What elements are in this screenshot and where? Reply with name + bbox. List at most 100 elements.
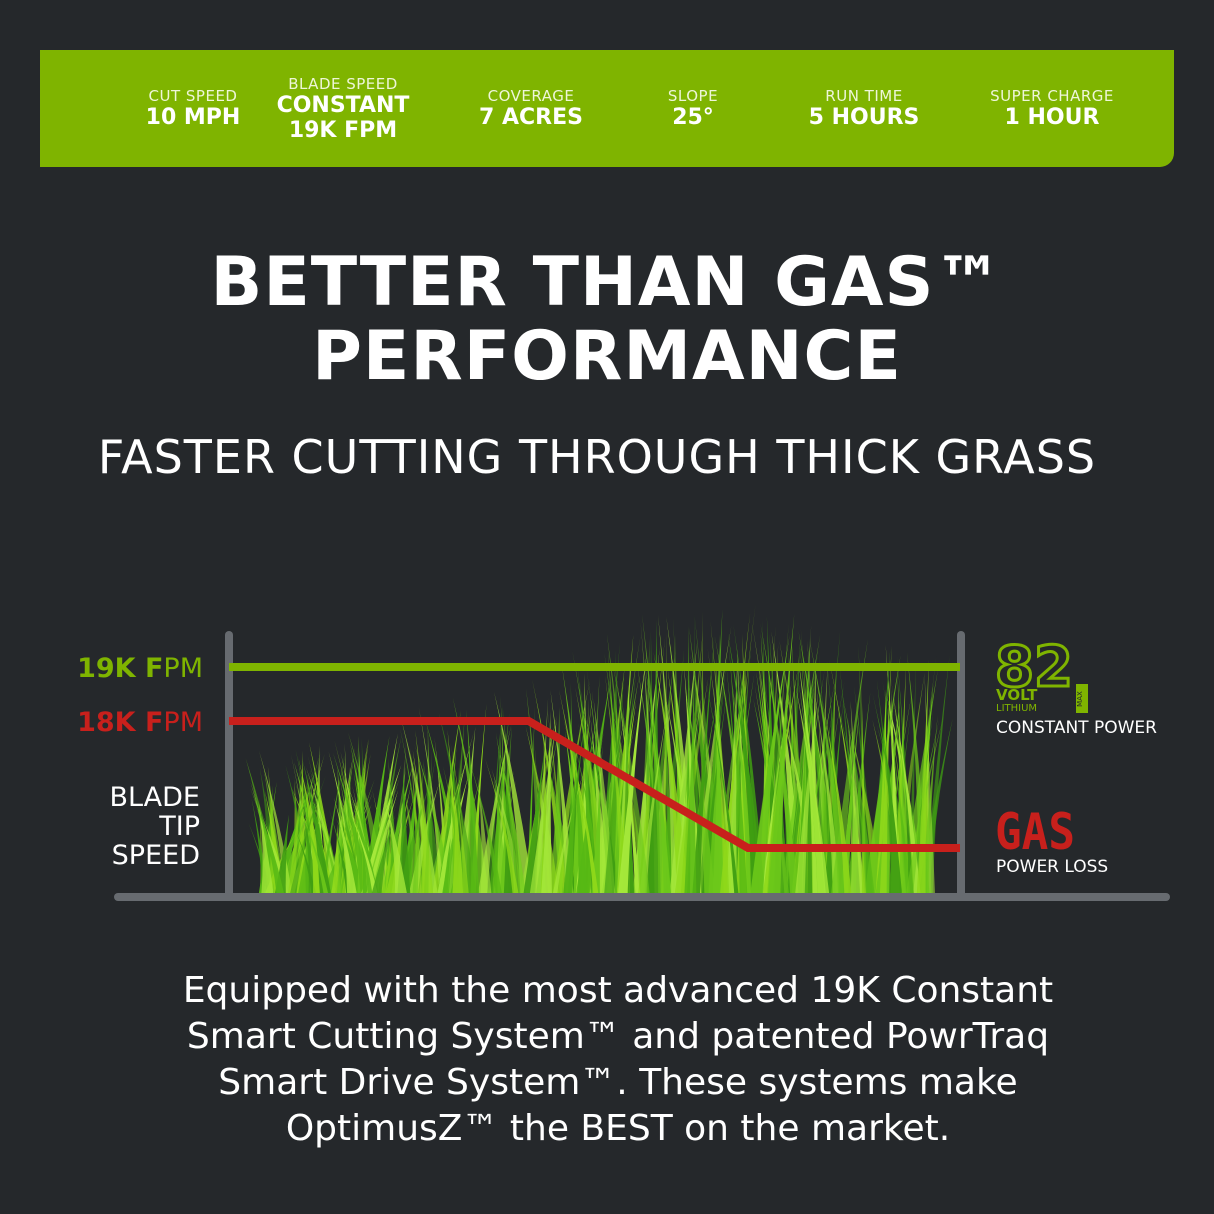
- grass-blade: [562, 744, 579, 896]
- grass-blade: [484, 758, 519, 896]
- y-tick-label-rest: PM: [163, 707, 203, 738]
- grass-blade: [767, 623, 789, 896]
- headline: BETTER THAN GAS™ PERFORMANCE: [0, 246, 1214, 394]
- grass-blade: [653, 651, 690, 896]
- spec-run-time: RUN TIME 5 HOURS: [774, 50, 954, 167]
- spec-value: 7 ACRES: [479, 105, 583, 130]
- grass-blade: [830, 638, 868, 896]
- legend-caption-power-loss: POWER LOSS: [996, 857, 1108, 877]
- grass-blade: [552, 761, 588, 896]
- spec-blade-speed: BLADE SPEED CONSTANT 19K FPM: [253, 50, 433, 167]
- grass-blade: [304, 779, 341, 896]
- grass-blade: [455, 788, 469, 896]
- grass-blade: [415, 730, 434, 896]
- grass-blade: [438, 712, 478, 896]
- grass-blade: [761, 673, 794, 896]
- legend-82-max: MAX: [1076, 691, 1084, 707]
- spec-value-line2: 19K FPM: [288, 117, 398, 143]
- grass-blade: [712, 673, 724, 896]
- grass-blade: [684, 671, 697, 896]
- grass-blade: [617, 649, 648, 896]
- grass-blade: [274, 814, 290, 896]
- grass-blade: [760, 623, 799, 896]
- y-axis-label-line: SPEED: [112, 840, 200, 871]
- spec-label: SLOPE: [667, 87, 719, 105]
- grass-blade: [550, 689, 574, 896]
- spec-label: SUPER CHARGE: [990, 87, 1114, 105]
- legend-gas-name: GAS: [995, 803, 1075, 861]
- grass-blade: [370, 814, 396, 896]
- grass-blade: [287, 767, 304, 896]
- grass-blade: [332, 752, 371, 896]
- spec-label: RUN TIME: [825, 87, 903, 105]
- spec-value: 5 HOURS: [808, 105, 920, 130]
- grass-blade: [320, 749, 347, 896]
- description: Equipped with the most advanced 19K Cons…: [0, 968, 1214, 1152]
- grass-blade: [901, 669, 938, 896]
- grass-blade: [728, 644, 748, 896]
- grass-blade: [334, 797, 358, 896]
- grass-blade: [493, 707, 503, 896]
- y-axis-label-line: BLADE: [109, 782, 200, 813]
- chart-axes: [114, 631, 1170, 901]
- grass-blade: [370, 802, 397, 896]
- grass-blade: [591, 745, 603, 896]
- description-line: Smart Drive System™. These systems make: [218, 1062, 1018, 1103]
- spec-bar: CUT SPEED 10 MPH BLADE SPEED CONSTANT 19…: [40, 50, 1174, 167]
- y-axis-label-line: TIP: [158, 811, 200, 842]
- grass-blade: [452, 774, 465, 896]
- grass-blade: [494, 691, 534, 896]
- grass-illustration: [245, 604, 953, 896]
- grass-blade: [330, 823, 341, 896]
- grass-blade: [541, 711, 552, 896]
- description-line: OptimusZ™ the BEST on the market.: [285, 1108, 951, 1149]
- grass-blade: [294, 795, 329, 896]
- legend-82-number: 82: [995, 635, 1073, 700]
- grass-blade: [336, 812, 343, 896]
- grass-blade: [882, 725, 903, 896]
- spec-label: CUT SPEED: [148, 87, 238, 105]
- grass-blade: [523, 741, 547, 896]
- grass-blade: [864, 655, 901, 896]
- grass-blade: [806, 648, 828, 896]
- grass-blade: [794, 681, 830, 896]
- spec-label: COVERAGE: [487, 87, 575, 105]
- grass-blade: [263, 830, 298, 896]
- spec-value: 10 MPH: [145, 105, 241, 130]
- grass-blade: [733, 624, 765, 896]
- spec-value: 25°: [672, 105, 714, 130]
- grass-blade: [614, 664, 640, 896]
- spec-value: 1 HOUR: [1004, 105, 1100, 130]
- grass-blade: [468, 759, 503, 896]
- grass-blade: [307, 778, 321, 896]
- headline-line-1: BETTER THAN GAS™: [210, 243, 1004, 322]
- grass-blade: [794, 685, 819, 896]
- legend-82-lithium: LITHIUM: [996, 703, 1037, 714]
- grass-blade: [289, 775, 326, 896]
- grass-blade: [328, 808, 352, 896]
- grass-blade: [882, 679, 911, 896]
- grass-blade: [563, 718, 599, 896]
- grass-blade: [692, 635, 715, 896]
- legend-82-volt: VOLT: [996, 686, 1038, 704]
- grass-blade: [477, 776, 492, 896]
- grass-blade: [258, 802, 274, 896]
- grass-blade: [749, 634, 790, 896]
- grass-blade: [685, 687, 716, 896]
- grass-blade: [767, 614, 795, 896]
- chart-series: [229, 663, 960, 852]
- grass-blade: [639, 706, 668, 896]
- grass-blade: [661, 631, 667, 896]
- grass-blade: [249, 787, 285, 896]
- y-tick-label-rest: PM: [163, 653, 203, 684]
- grass-blade: [297, 794, 317, 896]
- spec-cut-speed: CUT SPEED 10 MPH: [103, 50, 283, 167]
- subheadline: FASTER CUTTING THROUGH THICK GRASS: [97, 430, 1097, 484]
- description-line: Equipped with the most advanced 19K Cons…: [182, 970, 1054, 1011]
- spec-label: BLADE SPEED: [288, 74, 398, 93]
- series-line-gas: [229, 717, 960, 852]
- grass-blade: [414, 743, 454, 896]
